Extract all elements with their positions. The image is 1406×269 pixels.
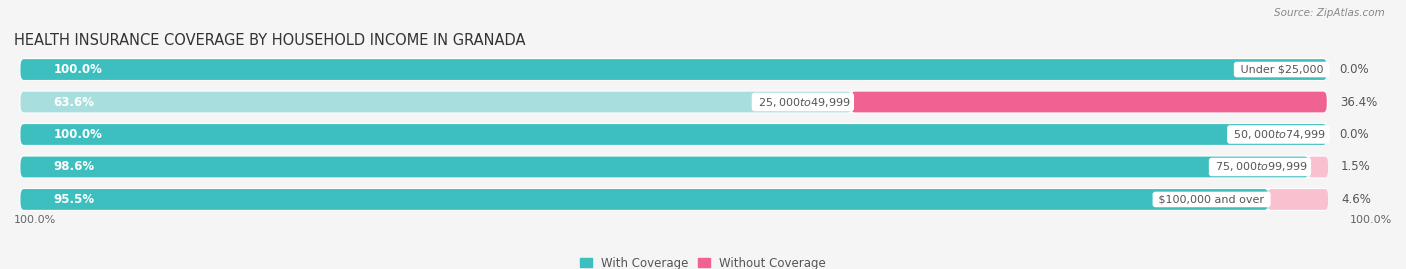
FancyBboxPatch shape [1268,189,1329,210]
FancyBboxPatch shape [21,59,1327,80]
Text: Under $25,000: Under $25,000 [1237,65,1327,75]
Text: 1.5%: 1.5% [1341,161,1371,174]
FancyBboxPatch shape [851,92,1327,112]
Text: 100.0%: 100.0% [1350,215,1392,225]
Text: 98.6%: 98.6% [53,161,94,174]
Text: Source: ZipAtlas.com: Source: ZipAtlas.com [1274,8,1385,18]
FancyBboxPatch shape [21,59,1327,80]
Text: 0.0%: 0.0% [1340,128,1369,141]
FancyBboxPatch shape [21,189,1268,210]
FancyBboxPatch shape [1308,157,1329,177]
Text: 100.0%: 100.0% [53,63,103,76]
FancyBboxPatch shape [21,157,1327,177]
FancyBboxPatch shape [21,92,1327,112]
Text: $75,000 to $99,999: $75,000 to $99,999 [1212,161,1309,174]
Text: 4.6%: 4.6% [1341,193,1371,206]
Legend: With Coverage, Without Coverage: With Coverage, Without Coverage [579,257,827,269]
FancyBboxPatch shape [21,189,1327,210]
Text: 0.0%: 0.0% [1340,63,1369,76]
FancyBboxPatch shape [21,124,1327,145]
FancyBboxPatch shape [21,157,1309,177]
FancyBboxPatch shape [21,124,1327,145]
Text: $50,000 to $74,999: $50,000 to $74,999 [1230,128,1327,141]
Text: $25,000 to $49,999: $25,000 to $49,999 [755,95,851,108]
Text: 63.6%: 63.6% [53,95,94,108]
Text: 95.5%: 95.5% [53,193,94,206]
Text: HEALTH INSURANCE COVERAGE BY HOUSEHOLD INCOME IN GRANADA: HEALTH INSURANCE COVERAGE BY HOUSEHOLD I… [14,33,526,48]
Text: 36.4%: 36.4% [1340,95,1376,108]
Text: 100.0%: 100.0% [53,128,103,141]
FancyBboxPatch shape [21,92,852,112]
Text: 100.0%: 100.0% [14,215,56,225]
Text: $100,000 and over: $100,000 and over [1156,194,1268,204]
